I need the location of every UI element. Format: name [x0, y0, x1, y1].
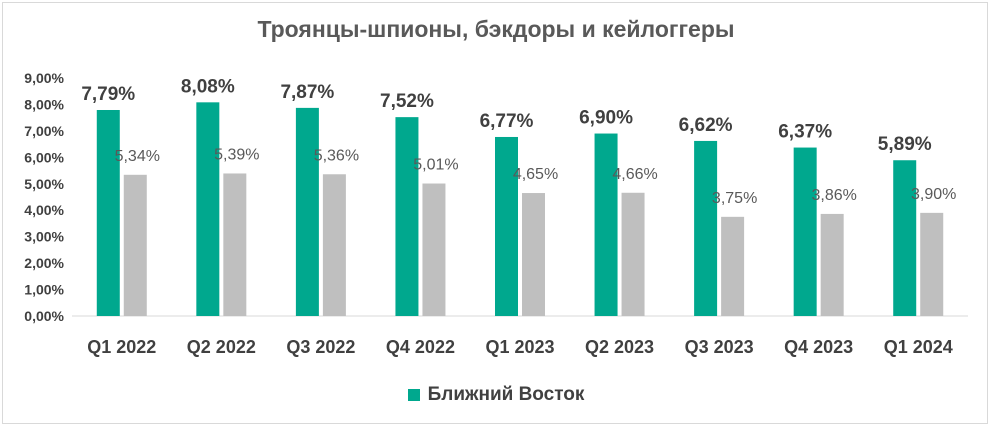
- bar-series-1: [196, 102, 220, 316]
- y-tick-label: 5,00%: [24, 176, 64, 192]
- data-label-series-2: 5,36%: [314, 147, 359, 164]
- bar-series-1: [495, 136, 518, 316]
- data-label-series-2: 5,01%: [413, 157, 458, 174]
- data-label-series-2: 4,66%: [612, 166, 657, 183]
- data-label-series-1: 7,87%: [280, 82, 334, 103]
- x-category-label: Q2 2022: [187, 337, 256, 357]
- x-category-label: Q4 2022: [386, 337, 455, 357]
- y-tick-label: 1,00%: [24, 282, 64, 298]
- data-label-series-2: 3,75%: [712, 190, 757, 207]
- data-label-series-1: 8,08%: [181, 76, 235, 97]
- x-category-label: Q1 2023: [485, 337, 554, 357]
- bar-series-2: [820, 213, 844, 316]
- legend-swatch: [407, 389, 420, 401]
- y-tick-label: 4,00%: [24, 202, 64, 218]
- bar-series-2: [522, 193, 545, 316]
- bar-series-2: [223, 173, 247, 316]
- bar-series-2: [322, 174, 346, 316]
- data-label-series-1: 7,52%: [380, 91, 434, 112]
- x-category-label: Q1 2024: [884, 337, 953, 357]
- chart-title: Троянцы-шпионы, бэкдоры и кейлоггеры: [257, 16, 735, 42]
- data-label-series-1: 7,79%: [81, 84, 135, 105]
- bar-series-1: [793, 147, 817, 316]
- bar-series-1: [295, 107, 319, 316]
- x-category-label: Q2 2023: [585, 337, 654, 357]
- y-tick-label: 3,00%: [24, 229, 64, 245]
- bar-series-2: [920, 212, 944, 316]
- data-label-series-1: 6,37%: [778, 122, 832, 143]
- y-tick-label: 6,00%: [24, 149, 64, 165]
- bar-series-2: [621, 192, 645, 316]
- chart-legend: Ближний Восток: [0, 384, 992, 406]
- data-label-series-2: 3,90%: [911, 186, 956, 203]
- data-label-series-2: 3,86%: [811, 187, 856, 204]
- data-label-series-2: 5,39%: [214, 146, 259, 163]
- data-label-series-1: 6,77%: [480, 111, 534, 132]
- bar-series-1: [694, 140, 718, 316]
- y-tick-label: 8,00%: [24, 96, 64, 112]
- bar-series-1: [594, 133, 618, 316]
- bar-series-1: [395, 117, 419, 316]
- x-category-label: Q1 2022: [87, 337, 156, 357]
- y-tick-label: 7,00%: [24, 123, 64, 139]
- legend-label: Ближний Восток: [427, 384, 585, 405]
- data-label-series-2: 5,34%: [115, 148, 160, 165]
- y-tick-label: 2,00%: [24, 255, 64, 271]
- data-label-series-1: 6,62%: [679, 115, 733, 136]
- bar-series-2: [123, 174, 147, 316]
- bar-series-2: [721, 216, 745, 316]
- x-category-label: Q3 2023: [685, 337, 754, 357]
- y-tick-label: 0,00%: [24, 308, 64, 324]
- y-tick-label: 9,00%: [24, 70, 64, 86]
- data-label-series-1: 5,89%: [878, 134, 932, 155]
- x-category-label: Q4 2023: [784, 337, 853, 357]
- x-category-label: Q3 2022: [286, 337, 355, 357]
- bar-series-1: [96, 109, 120, 317]
- bar-series-1: [893, 160, 917, 316]
- data-label-series-1: 6,90%: [579, 108, 633, 129]
- data-label-series-2: 4,65%: [513, 166, 558, 183]
- bar-series-2: [422, 183, 446, 316]
